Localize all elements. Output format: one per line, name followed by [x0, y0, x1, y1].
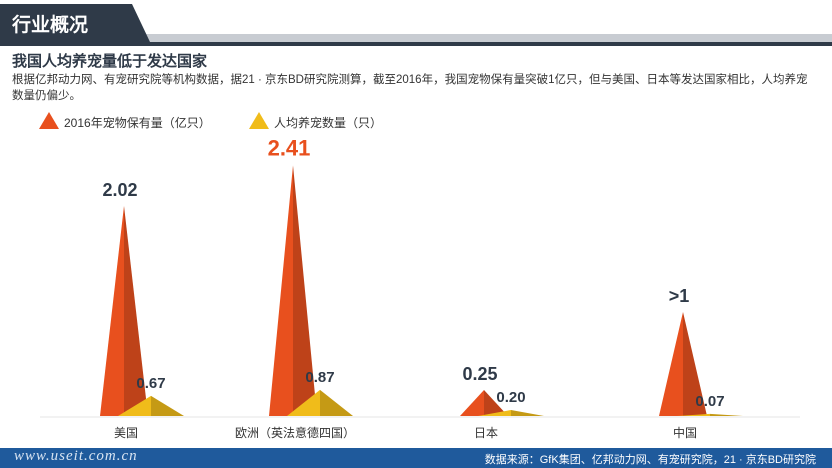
category-label-1: 欧洲（英法意德四国）: [235, 425, 355, 440]
cone-per-capita-1: [287, 389, 353, 416]
cone-per-capita-2: [478, 410, 544, 416]
data-label-per-capita-0: 0.67: [136, 375, 165, 392]
footer-bar: www.useit.com.cn 数据来源：GfK集团、亿邦动力网、有宠研究院，…: [0, 448, 832, 468]
header-accent-bar: [140, 34, 832, 42]
header-line: [0, 42, 832, 46]
data-label-per-capita-3: 0.07: [695, 393, 724, 410]
data-label-pet-count-3: >1: [669, 286, 690, 306]
category-label-3: 中国: [673, 425, 697, 440]
chart-description: 根据亿邦动力网、有宠研究院等机构数据，据21 · 京东BD研究院测算，截至201…: [12, 74, 808, 102]
cone-pet-count-1: [269, 165, 317, 416]
page-title: 行业概况: [12, 15, 89, 36]
header-tab: [0, 4, 150, 42]
legend-triangle-yellow-icon: [249, 112, 269, 129]
data-label-pet-count-0: 2.02: [102, 180, 137, 200]
header-band: 行业概况: [0, 0, 832, 46]
chart-subtitle: 我国人均养宠量低于发达国家: [12, 53, 208, 70]
legend-label-per-capita: 人均养宠数量（只）: [274, 116, 383, 130]
data-label-per-capita-2: 0.20: [496, 389, 525, 406]
data-label-per-capita-1: 0.87: [305, 369, 334, 386]
cone-pet-count-3: [659, 312, 707, 416]
data-label-pet-count-1: 2.41: [268, 135, 311, 160]
legend-label-pet-count: 2016年宠物保有量（亿只）: [64, 116, 211, 130]
cone-chart: 2.02 0.67 美国 2.41 0.87 欧洲（英法意德四国） 0.25 0.20 日本 >1…: [40, 135, 800, 440]
category-label-0: 美国: [114, 426, 138, 440]
footer-watermark: www.useit.com.cn: [14, 448, 138, 464]
cone-per-capita-0: [118, 395, 184, 416]
cone-per-capita-3: [677, 413, 743, 416]
cone-pet-count-2: [460, 390, 508, 416]
category-label-2: 日本: [474, 426, 498, 440]
cone-pet-count-0: [100, 205, 148, 416]
legend-triangle-red-icon: [39, 112, 59, 129]
data-label-pet-count-2: 0.25: [462, 364, 497, 384]
footer-source: 数据来源：GfK集团、亿邦动力网、有宠研究院，21 · 京东BD研究院: [484, 454, 816, 466]
